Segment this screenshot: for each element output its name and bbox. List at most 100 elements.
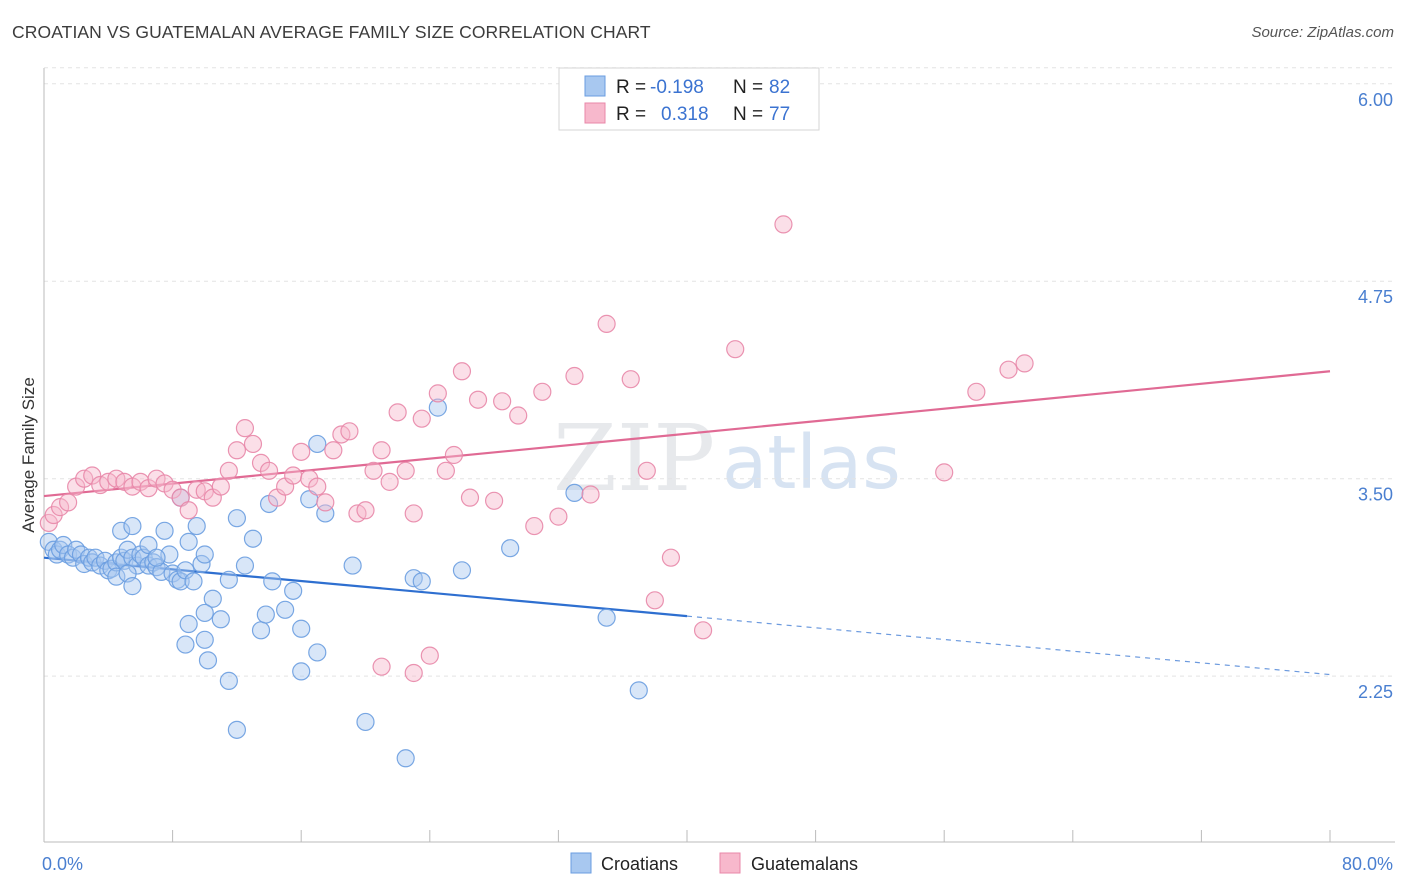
source-label: Source: ZipAtlas.com [1251,24,1394,41]
croatian-point-46 [123,516,142,536]
y-tick-label-0: 2.25 [1358,682,1393,702]
croatian-trend-line [43,556,688,618]
croatian-point-28 [152,562,171,581]
guatemalan-point-49 [436,461,455,480]
croatian-point-50 [203,589,222,608]
y-tick-label-3: 6.00 [1358,90,1393,110]
croatian-point-72 [308,643,327,662]
croatian-point-64 [256,605,275,624]
legend-r-value-1: 0.318 [661,104,709,125]
guatemalan-point-51 [452,362,472,381]
guatemalan-point-63 [621,370,640,389]
croatian-point-71 [292,662,311,681]
croatian-point-82 [597,608,616,627]
guatemalan-point-67 [372,657,391,676]
croatian-point-49 [195,630,214,649]
guatemalan-point-36 [324,441,343,460]
guatemalan-point-50 [444,445,464,465]
watermark-atlas: atlas [722,420,901,506]
croatian-point-77 [412,572,431,591]
croatian-point-67 [292,619,311,638]
y-tick-label-2: 4.75 [1358,287,1393,307]
croatian-point-51 [211,610,230,629]
legend-n-label-1: N = [733,104,763,125]
guatemalan-point-62 [597,314,616,333]
guatemalan-point-40 [356,501,375,520]
guatemalan-point-59 [549,507,568,526]
guatemalan-point-25 [235,419,255,438]
guatemalan-point-55 [493,392,512,411]
croatian-point-54 [235,556,255,575]
guatemalan-point-69 [420,646,439,665]
croatian-point-56 [251,621,271,640]
croatian-point-41 [112,521,131,540]
guatemalan-point-34 [308,477,327,496]
guatemalan-point-75 [999,360,1018,379]
croatian-point-33 [171,572,190,591]
guatemalan-point-3 [59,493,78,512]
croatian-point-39 [195,545,214,564]
legend-r-label-0: R = [616,77,646,98]
croatian-point-53 [227,509,246,528]
croatian-point-74 [356,712,375,732]
croatian-point-62 [219,671,238,690]
guatemalan-point-48 [428,384,447,403]
legend-n-value-0: 82 [769,77,790,98]
croatian-point-83 [629,681,648,700]
croatian-point-57 [263,572,282,591]
guatemalan-point-74 [967,382,986,401]
y-tick-label-1: 3.50 [1358,485,1393,505]
guatemalan-point-72 [774,215,793,234]
guatemalan-point-24 [227,441,246,460]
x-tick-label-0: 0.0% [42,854,83,874]
croatian-point-81 [565,483,584,503]
guatemalan-point-65 [645,591,664,610]
guatemalan-point-58 [533,382,552,401]
legend-box: R = -0.198 N = 82 R = 0.318 N = 77 [558,67,820,131]
croatian-trend-extension [686,615,1331,676]
data-points [39,215,1034,768]
croatian-point-40 [107,567,126,586]
y-axis-title: Average Family Size [19,377,38,533]
guatemalan-point-52 [460,488,480,507]
croatian-point-38 [192,554,211,574]
guatemalan-trend-line [43,370,1331,498]
guatemalan-point-54 [485,491,504,510]
watermark-zip: ZIP [553,405,715,512]
legend-n-value-1: 77 [769,104,790,125]
legend-swatch-croatians [584,75,606,97]
legend-n-label-0: N = [733,77,763,98]
croatian-point-48 [179,614,198,634]
bottom-legend-croatians: Croatians [601,854,678,874]
croatian-point-73 [343,556,362,575]
croatian-point-63 [227,720,246,739]
croatian-point-37 [187,516,206,536]
croatian-point-76 [396,749,415,768]
croatian-point-43 [123,577,142,596]
legend-r-label-1: R = [616,104,646,125]
trend-lines [43,370,1331,676]
bottom-legend-swatch-croatians [570,852,592,874]
bottom-legend: Croatians Guatemalans [570,852,858,874]
guatemalan-point-71 [726,340,745,359]
guatemalan-point-68 [404,663,423,683]
guatemalan-point-28 [259,461,279,480]
bottom-legend-guatemalans: Guatemalans [751,854,858,874]
x-tick-label-1: 80.0% [1342,854,1393,874]
croatian-point-66 [284,581,303,600]
croatian-point-29 [155,521,174,540]
bottom-legend-swatch-guatemalans [719,852,741,874]
grid-lines [44,67,1395,677]
guatemalan-point-42 [372,441,391,460]
guatemalan-point-45 [396,461,415,480]
croatian-point-79 [452,561,472,580]
guatemalan-point-70 [693,621,713,640]
croatian-point-52 [219,570,238,589]
guatemalan-point-22 [211,477,230,496]
axes: 2.25 3.50 4.75 6.00 0.0% 80.0% [42,68,1395,874]
guatemalan-point-76 [1015,354,1034,373]
croatian-point-61 [195,603,214,623]
guatemalan-point-57 [525,516,544,536]
croatian-point-65 [276,600,295,619]
